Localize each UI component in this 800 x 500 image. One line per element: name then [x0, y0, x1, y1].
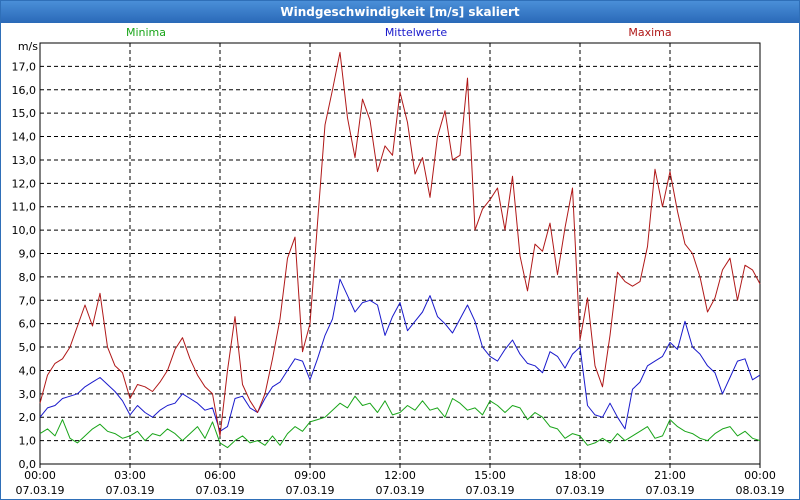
x-tick-time: 06:00: [204, 469, 236, 482]
x-tick-time: 03:00: [114, 469, 146, 482]
y-tick-label: 12,0: [12, 177, 37, 190]
legend-minima: Minima: [126, 26, 166, 39]
x-tick-date: 07.03.19: [466, 484, 515, 497]
x-tick-time: 00:00: [744, 469, 776, 482]
x-tick-time: 00:00: [24, 469, 56, 482]
x-tick-time: 18:00: [564, 469, 596, 482]
x-tick-time: 15:00: [474, 469, 506, 482]
x-tick-time: 09:00: [294, 469, 326, 482]
x-tick-time: 21:00: [654, 469, 686, 482]
y-tick-label: 4,0: [19, 364, 37, 377]
y-tick-label: 3,0: [19, 388, 37, 401]
y-tick-label: 16,0: [12, 84, 37, 97]
y-tick-label: 15,0: [12, 107, 37, 120]
x-tick-date: 07.03.19: [376, 484, 425, 497]
window-title: Windgeschwindigkeit [m/s] skaliert: [1, 1, 799, 23]
x-tick-date: 07.03.19: [646, 484, 695, 497]
y-tick-label: 8,0: [19, 271, 37, 284]
x-tick-date: 07.03.19: [16, 484, 65, 497]
plot-area-border: [39, 42, 761, 465]
y-tick-label: 13,0: [12, 154, 37, 167]
series-lines: [39, 51, 761, 449]
y-tick-label: 9,0: [19, 248, 37, 261]
y-axis-label: m/s: [18, 40, 38, 53]
y-tick-label: 10,0: [12, 224, 37, 237]
x-tick-date: 08.03.19: [736, 484, 785, 497]
x-tick-date: 07.03.19: [286, 484, 335, 497]
x-tick-time: 12:00: [384, 469, 416, 482]
legend-maxima: Maxima: [628, 26, 671, 39]
y-tick-label: 1,0: [19, 435, 37, 448]
series-line-maxima: [39, 51, 761, 437]
y-tick-label: 6,0: [19, 318, 37, 331]
legend-mittelwerte: Mittelwerte: [385, 26, 448, 39]
series-line-minima: [39, 395, 761, 449]
x-tick-date: 07.03.19: [196, 484, 245, 497]
y-tick-label: 17,0: [12, 60, 37, 73]
x-tick-date: 07.03.19: [556, 484, 605, 497]
y-tick-label: 5,0: [19, 341, 37, 354]
y-tick-label: 2,0: [19, 411, 37, 424]
series-line-mittelwerte: [39, 278, 761, 432]
axes: 0,0 1,0 2,0 3,0 4,0 5,0 6,0 7,0 8,0 9,0 10,0 11,0 12…: [12, 40, 785, 497]
legend: Minima Mittelwerte Maxima: [126, 26, 672, 39]
y-tick-label: 7,0: [19, 294, 37, 307]
y-tick-label: 11,0: [12, 201, 37, 214]
y-tick-label: 14,0: [12, 131, 37, 144]
y-tick-label: 0,0: [19, 458, 37, 471]
grid: [40, 43, 760, 464]
x-tick-date: 07.03.19: [106, 484, 155, 497]
